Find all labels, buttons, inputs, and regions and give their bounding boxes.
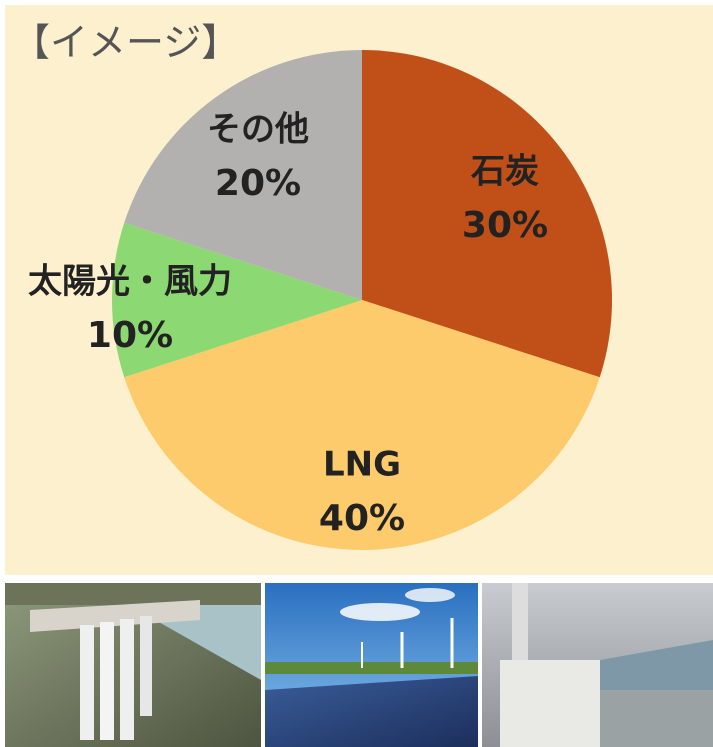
photo-dam — [5, 583, 261, 747]
slice-label: LNG — [323, 445, 401, 485]
value-label: 40% — [319, 498, 405, 539]
slice-label: 石炭 — [470, 152, 539, 192]
page: 【イメージ】 石炭30%LNG40%太陽光・風力10%その他20% (() =>… — [0, 0, 713, 747]
photo-solar-wind — [265, 583, 478, 747]
photo-power-plant — [482, 583, 713, 747]
value-label: 20% — [215, 163, 301, 204]
chart-title: 【イメージ】 — [12, 21, 239, 65]
slice-label: その他 — [207, 110, 309, 150]
slice-label: 太陽光・風力 — [28, 262, 232, 302]
chart: 【イメージ】 石炭 30% LNG 40% 太陽光・風力 10% その他 20% — [0, 0, 713, 747]
value-label: 30% — [462, 205, 548, 246]
value-label: 10% — [87, 315, 173, 356]
